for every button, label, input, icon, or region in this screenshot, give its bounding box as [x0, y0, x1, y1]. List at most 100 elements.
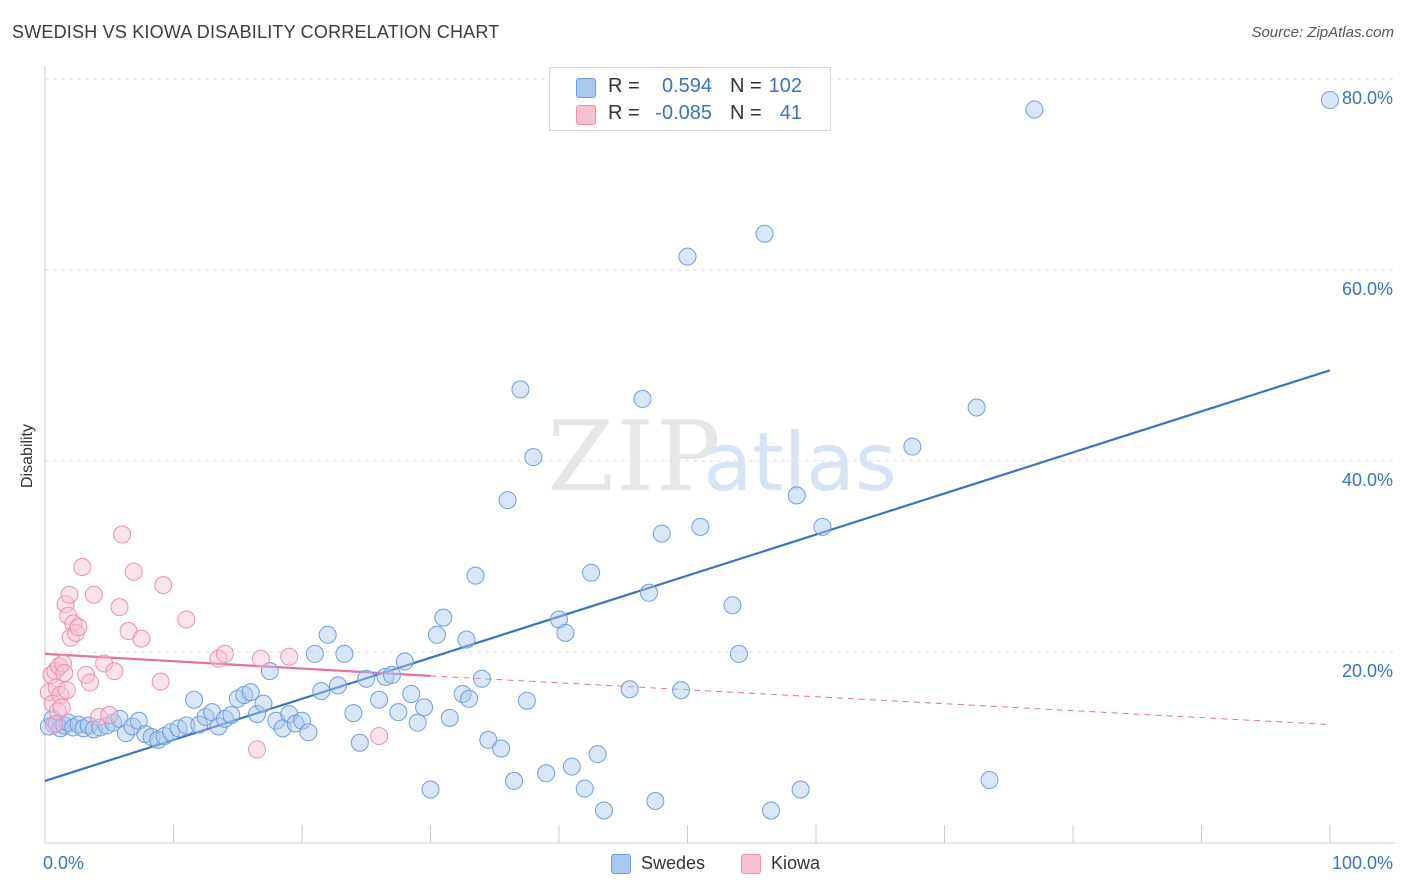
r-value: -0.085	[655, 102, 712, 124]
y-tick-label: 80.0%	[1342, 88, 1393, 108]
swedes-point	[646, 791, 665, 810]
trend-lines	[44, 369, 1331, 782]
kiowa-trend-extension	[430, 675, 1331, 726]
swedes-point	[312, 682, 331, 701]
swedes-point	[562, 757, 581, 776]
data-points	[39, 91, 1339, 820]
swedes-point	[248, 705, 267, 724]
y-tick-label: 60.0%	[1342, 279, 1393, 299]
swedes-point	[517, 691, 536, 710]
swedes-point	[357, 669, 376, 688]
y-tick-label: 20.0%	[1342, 661, 1393, 681]
swedes-point	[185, 690, 204, 709]
swedes-point	[1025, 100, 1044, 119]
swedes-point	[460, 689, 479, 708]
swedes-point	[723, 596, 742, 615]
swedes-point	[376, 667, 395, 686]
kiowa-point	[280, 647, 299, 666]
swedes-point	[209, 717, 228, 736]
swedes-point	[370, 690, 389, 709]
swedes-point	[421, 780, 440, 799]
swedes-point	[479, 730, 498, 749]
swedes-point	[328, 676, 347, 695]
kiowa-point	[251, 649, 270, 668]
swedes-point	[434, 608, 453, 627]
swedes-point	[791, 780, 810, 799]
kiowa-point	[154, 576, 173, 595]
kiowa-point	[151, 672, 170, 691]
swedes-swatch	[611, 854, 631, 874]
swedes-point	[903, 437, 922, 456]
swedes-point	[511, 380, 530, 399]
swedes-point	[639, 583, 658, 602]
kiowa-point	[124, 562, 143, 581]
stats-legend: R = 0.594 N = 102 R = -0.085 N = 41	[549, 67, 831, 131]
chart-title: SWEDISH VS KIOWA DISABILITY CORRELATION …	[12, 22, 500, 42]
x-tick-label: 0.0%	[43, 853, 84, 873]
kiowa-point	[248, 740, 267, 759]
r-label: R =	[608, 75, 640, 97]
n-label: N =	[730, 102, 762, 124]
swedes-point	[787, 486, 806, 505]
kiowa-point	[110, 598, 129, 617]
swedes-point	[755, 224, 774, 243]
swedes-point	[967, 398, 986, 417]
swedes-point	[190, 715, 209, 734]
swedes-point	[633, 389, 652, 408]
swedes-point	[620, 680, 639, 699]
swedes-point	[293, 711, 311, 730]
kiowa-point	[209, 649, 228, 668]
swedes-point	[440, 708, 459, 727]
swedes-point	[382, 665, 401, 684]
swedes-point	[524, 448, 543, 467]
kiowa-swatch	[741, 854, 761, 874]
axes	[44, 66, 1395, 844]
kiowa-point	[56, 595, 75, 614]
swedes-point	[299, 723, 318, 742]
swedes-point	[813, 517, 832, 536]
swedes-point	[335, 644, 354, 663]
swedes-point	[305, 644, 324, 663]
watermark: ZIP atlas	[547, 401, 896, 513]
swedes-point	[222, 706, 241, 725]
swedes-point	[389, 703, 408, 722]
swedes-point	[427, 625, 446, 644]
watermark-zip: ZIP	[547, 401, 722, 513]
swedes-point	[344, 704, 363, 723]
kiowa-point	[80, 673, 99, 692]
stats-row-swedes: R = 0.594 N = 102	[550, 73, 830, 101]
kiowa-point	[69, 618, 88, 637]
swedes-swatch	[576, 78, 596, 98]
swedes-point	[1321, 91, 1339, 110]
kiowa-point	[55, 664, 74, 683]
swedes-point	[116, 724, 135, 743]
swedes-point	[241, 683, 260, 702]
swedes-point	[196, 707, 215, 726]
swedes-point	[318, 625, 337, 644]
swedes-point	[350, 733, 369, 752]
kiowa-point	[52, 698, 71, 717]
y-tick-label: 40.0%	[1342, 470, 1393, 490]
swedes-point	[472, 669, 491, 688]
kiowa-point	[100, 706, 119, 725]
swedes-point	[678, 247, 697, 266]
legend-label: Kiowa	[771, 853, 821, 873]
kiowa-point	[61, 628, 80, 647]
swedes-point	[260, 662, 279, 681]
stats-row-kiowa: R = -0.085 N = 41	[550, 100, 830, 128]
kiowa-point	[53, 654, 72, 673]
kiowa-point	[95, 654, 114, 673]
kiowa-point	[84, 585, 103, 604]
kiowa-point	[113, 525, 132, 544]
swedes-point	[691, 517, 710, 536]
swedes-point	[575, 779, 594, 798]
swedes-point	[582, 563, 601, 582]
swedes-point	[457, 630, 476, 649]
kiowa-point	[60, 585, 79, 604]
r-label: R =	[608, 102, 640, 124]
swedes-point	[594, 801, 613, 820]
legend-label: Swedes	[641, 853, 706, 873]
kiowa-trend-line	[44, 652, 431, 677]
swedes-point	[505, 771, 524, 790]
swedes-point	[556, 623, 575, 642]
